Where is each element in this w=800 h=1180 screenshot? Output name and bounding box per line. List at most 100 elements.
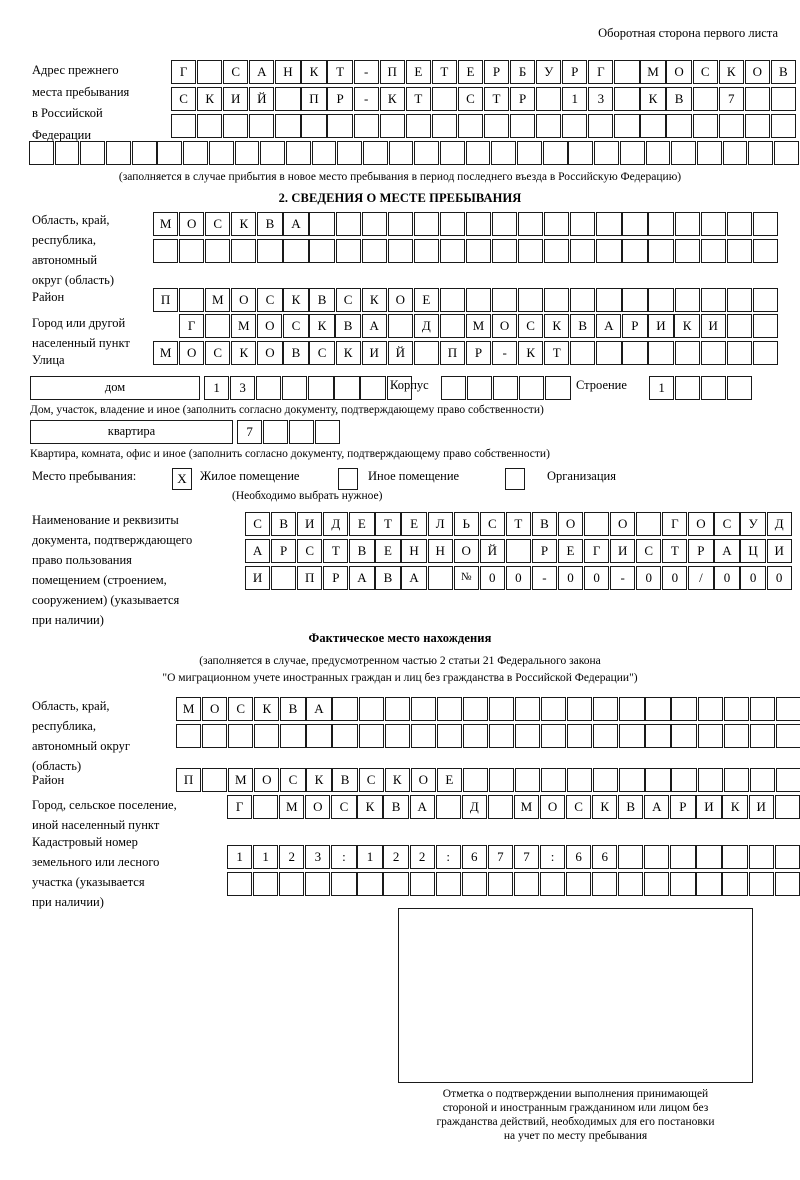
document-r2-cell-8[interactable]: Н xyxy=(427,539,453,563)
stroenie-cell-4[interactable] xyxy=(727,376,753,400)
document-r3-cell-21[interactable]: 0 xyxy=(766,566,792,590)
s2-city-cell-12[interactable]: М xyxy=(465,314,492,338)
prev-address-r2-cell-1[interactable]: С xyxy=(171,87,197,111)
s2-region-r1-cell-3[interactable]: С xyxy=(205,212,231,236)
al-region-r2-cell-12[interactable] xyxy=(462,724,489,748)
s2-district-cell-23[interactable] xyxy=(726,288,752,312)
document-r1-cell-3[interactable]: И xyxy=(297,512,323,536)
document-r2-cell-7[interactable]: Н xyxy=(401,539,427,563)
s2-city-cell-11[interactable] xyxy=(439,314,465,338)
s2-city-cell-10[interactable]: Д xyxy=(413,314,439,338)
document-r2-cell-19[interactable]: А xyxy=(714,539,740,563)
s2-street-cell-8[interactable]: К xyxy=(335,341,361,365)
prev-address-r4-cell-19[interactable] xyxy=(491,141,517,165)
al-region-r2-cell-17[interactable] xyxy=(593,724,619,748)
prev-address-r3-cell-22[interactable] xyxy=(718,114,744,138)
al-cadastral-r1-cell-12[interactable]: 7 xyxy=(513,845,540,869)
document-r1-cell-18[interactable]: О xyxy=(688,512,714,536)
al-region-r2-cell-3[interactable] xyxy=(228,724,254,748)
al-cadastral-r1-cell-11[interactable]: 7 xyxy=(487,845,513,869)
house-cell-1[interactable]: 1 xyxy=(204,376,230,400)
al-cadastral-r2-cell-17[interactable] xyxy=(644,872,670,896)
s2-city-cell-18[interactable]: Р xyxy=(622,314,648,338)
al-cadastral-r1-cell-22[interactable] xyxy=(774,845,800,869)
al-region-r2-cell-19[interactable] xyxy=(645,724,671,748)
prev-address-r1-cell-11[interactable]: Т xyxy=(431,60,457,84)
prev-address-r1-cell-1[interactable]: Г xyxy=(171,60,197,84)
al-cadastral-r1-cell-16[interactable] xyxy=(618,845,644,869)
al-city-cell-4[interactable]: О xyxy=(305,795,331,819)
al-cadastral-r2-cell-20[interactable] xyxy=(722,872,748,896)
prev-address-r3-cell-10[interactable] xyxy=(405,114,431,138)
document-r1-cell-11[interactable]: Т xyxy=(505,512,531,536)
document-r3-cell-12[interactable]: - xyxy=(531,566,558,590)
prev-address-r4-cell-23[interactable] xyxy=(594,141,619,165)
al-region-r1-cell-15[interactable] xyxy=(541,697,567,721)
al-district-cell-22[interactable] xyxy=(723,768,749,792)
prev-address-r4-cell-15[interactable] xyxy=(388,141,414,165)
document-r2-cell-2[interactable]: Р xyxy=(271,539,297,563)
s2-city-cell-3[interactable]: М xyxy=(231,314,257,338)
al-district-cell-18[interactable] xyxy=(619,768,645,792)
prev-address-r3-cell-12[interactable] xyxy=(457,114,484,138)
al-cadastral-r2-cell-10[interactable] xyxy=(461,872,487,896)
prev-address-r4-cell-16[interactable] xyxy=(414,141,440,165)
al-cadastral-r2-cell-9[interactable] xyxy=(435,872,461,896)
document-r2-cell-11[interactable] xyxy=(505,539,531,563)
document-r3-cell-14[interactable]: 0 xyxy=(584,566,610,590)
al-cadastral-r2-cell-18[interactable] xyxy=(670,872,696,896)
al-cadastral-r2-cell-15[interactable] xyxy=(592,872,618,896)
s2-district-cell-21[interactable] xyxy=(674,288,700,312)
document-r1-cell-13[interactable]: О xyxy=(557,512,584,536)
prev-address-r1-cell-12[interactable]: Е xyxy=(457,60,484,84)
prev-address-r4-cell-4[interactable] xyxy=(106,141,131,165)
al-city-cell-20[interactable]: К xyxy=(722,795,748,819)
al-district-cell-14[interactable] xyxy=(515,768,541,792)
document-r1-cell-16[interactable] xyxy=(636,512,662,536)
s2-region-r2-cell-22[interactable] xyxy=(700,239,726,263)
al-city-cell-2[interactable] xyxy=(253,795,279,819)
s2-region-r1-cell-6[interactable]: А xyxy=(283,212,309,236)
al-cadastral-r2-cell-14[interactable] xyxy=(566,872,592,896)
s2-region-r2-cell-9[interactable] xyxy=(361,239,387,263)
prev-address-r4-cell-18[interactable] xyxy=(465,141,491,165)
s2-district-cell-19[interactable] xyxy=(622,288,648,312)
prev-address-r4-cell-21[interactable] xyxy=(542,141,568,165)
al-region-r2-cell-11[interactable] xyxy=(436,724,462,748)
s2-region-r2-cell-19[interactable] xyxy=(622,239,648,263)
s2-city-cell-13[interactable]: О xyxy=(491,314,518,338)
s2-district-cell-10[interactable]: О xyxy=(387,288,413,312)
document-r1-cell-2[interactable]: В xyxy=(271,512,297,536)
s2-district-cell-2[interactable] xyxy=(179,288,205,312)
prev-address-r4-cell-2[interactable] xyxy=(54,141,80,165)
prev-address-r2-cell-6[interactable]: П xyxy=(301,87,327,111)
s2-region-r1-cell-7[interactable] xyxy=(309,212,335,236)
al-district-cell-4[interactable]: О xyxy=(254,768,280,792)
document-r2-cell-14[interactable]: Г xyxy=(584,539,610,563)
al-region-r2-cell-18[interactable] xyxy=(619,724,645,748)
s2-district-cell-1[interactable]: П xyxy=(153,288,179,312)
s2-region-r2-cell-1[interactable] xyxy=(153,239,179,263)
s2-region-r2-cell-4[interactable] xyxy=(231,239,257,263)
al-district-cell-3[interactable]: М xyxy=(228,768,254,792)
prev-address-r1-cell-19[interactable]: М xyxy=(640,60,666,84)
prev-address-r1-cell-14[interactable]: Б xyxy=(510,60,536,84)
document-r2-cell-1[interactable]: А xyxy=(245,539,271,563)
al-region-r1-cell-14[interactable] xyxy=(515,697,541,721)
s2-city-cell-19[interactable]: И xyxy=(648,314,674,338)
house-cell-3[interactable] xyxy=(256,376,282,400)
al-cadastral-r1-cell-20[interactable] xyxy=(722,845,748,869)
house-cell-7[interactable] xyxy=(360,376,386,400)
s2-region-r1-cell-5[interactable]: В xyxy=(257,212,283,236)
s2-region-r1-cell-11[interactable] xyxy=(413,212,439,236)
korpus-cell-1[interactable] xyxy=(441,376,467,400)
prev-address-r2-cell-23[interactable] xyxy=(744,87,770,111)
al-city-cell-3[interactable]: М xyxy=(279,795,305,819)
al-city-cell-8[interactable]: А xyxy=(409,795,435,819)
prev-address-r2-cell-17[interactable]: 3 xyxy=(588,87,614,111)
prev-address-r1-cell-9[interactable]: П xyxy=(379,60,405,84)
prev-address-r1-cell-24[interactable]: В xyxy=(770,60,796,84)
prev-address-r2-cell-24[interactable] xyxy=(770,87,796,111)
al-district-cell-7[interactable]: В xyxy=(332,768,358,792)
